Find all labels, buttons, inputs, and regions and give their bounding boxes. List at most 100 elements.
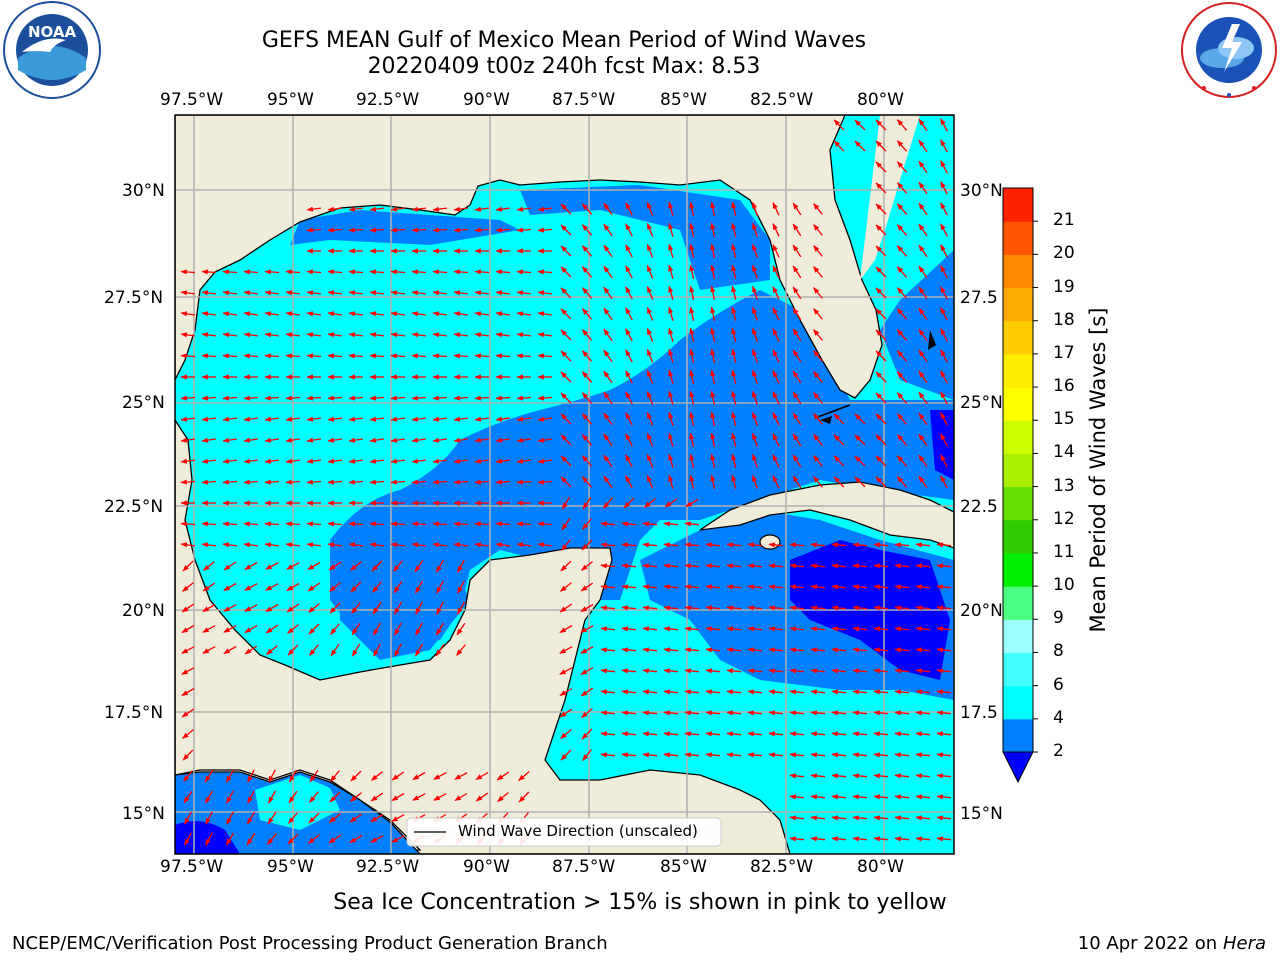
wave-direction-arrow — [894, 605, 910, 611]
wave-direction-arrow — [789, 710, 805, 716]
wave-direction-arrow — [918, 265, 928, 279]
wave-direction-arrow — [432, 458, 447, 464]
wave-direction-arrow — [852, 689, 868, 695]
wave-direction-arrow — [689, 411, 695, 426]
wave-direction-arrow — [731, 243, 737, 258]
wave-direction-arrow — [390, 290, 405, 296]
wave-direction-arrow — [792, 433, 802, 447]
wave-direction-arrow — [226, 811, 234, 825]
wave-direction-arrow — [772, 349, 780, 363]
wave-direction-arrow — [875, 203, 887, 215]
wave-direction-arrow — [940, 181, 948, 195]
wave-direction-arrow — [306, 416, 321, 422]
wave-direction-arrow — [646, 411, 654, 426]
wave-direction-arrow — [813, 350, 823, 362]
wave-direction-arrow — [831, 773, 847, 779]
wave-direction-arrow — [411, 311, 426, 317]
wave-direction-arrow — [327, 542, 342, 548]
lat-label-left-6: 17.5°N — [104, 703, 164, 723]
wave-direction-arrow — [453, 542, 468, 548]
wave-direction-arrow — [831, 689, 847, 695]
wave-direction-arrow — [896, 392, 908, 404]
timestamp-host: Hera — [1222, 933, 1266, 954]
wave-direction-arrow — [873, 836, 889, 842]
wave-direction-arrow — [327, 479, 343, 485]
wave-direction-arrow — [752, 411, 758, 426]
wave-direction-arrow — [810, 542, 826, 548]
wave-direction-arrow — [306, 521, 322, 527]
wave-direction-arrow — [600, 647, 616, 653]
wave-direction-arrow — [642, 731, 658, 737]
wave-direction-arrow — [875, 266, 887, 278]
wave-direction-arrow — [726, 626, 742, 632]
wave-direction-arrow — [813, 245, 823, 257]
wave-direction-arrow — [896, 182, 908, 194]
wave-direction-arrow — [474, 395, 490, 401]
nws-logo — [1178, 0, 1280, 100]
wave-direction-arrow — [940, 118, 948, 132]
wave-direction-arrow — [646, 201, 654, 216]
wave-direction-arrow — [243, 458, 258, 464]
wave-direction-arrow — [854, 140, 866, 152]
wave-direction-arrow — [394, 622, 402, 636]
wave-direction-arrow — [348, 206, 363, 212]
wave-direction-arrow — [246, 811, 256, 825]
wave-direction-arrow — [560, 729, 572, 739]
wave-direction-arrow — [621, 626, 637, 632]
wave-direction-arrow — [204, 769, 214, 783]
wave-direction-arrow — [306, 227, 322, 233]
wave-direction-arrow — [603, 412, 613, 426]
wave-direction-arrow — [537, 521, 553, 527]
wave-direction-arrow — [495, 479, 511, 485]
wave-direction-arrow — [668, 453, 674, 468]
wave-direction-arrow — [372, 601, 382, 615]
wave-direction-arrow — [831, 836, 847, 842]
wave-direction-arrow — [915, 542, 931, 548]
wave-direction-arrow — [689, 306, 695, 321]
wave-direction-arrow — [453, 479, 469, 485]
wave-direction-arrow — [182, 749, 194, 761]
colorbar-tick-label: 9 — [1053, 608, 1064, 629]
wave-direction-arrow — [663, 605, 679, 611]
wave-direction-arrow — [600, 731, 616, 737]
wave-direction-arrow — [747, 731, 763, 737]
wave-direction-arrow — [646, 390, 654, 405]
wave-direction-arrow — [831, 626, 847, 632]
wave-direction-arrow — [453, 311, 468, 317]
wave-direction-arrow — [182, 729, 194, 739]
wave-direction-arrow — [390, 542, 405, 548]
wave-direction-arrow — [896, 350, 908, 362]
wave-direction-arrow — [180, 311, 195, 317]
wave-direction-arrow — [768, 584, 784, 590]
wave-direction-arrow — [268, 769, 276, 783]
wave-direction-arrow — [726, 668, 742, 674]
lon-label-top-4: 90°W — [463, 90, 510, 110]
wave-direction-arrow — [201, 437, 216, 443]
wave-direction-arrow — [474, 206, 489, 212]
wave-direction-arrow — [516, 290, 531, 296]
wave-direction-arrow — [810, 815, 826, 821]
wave-direction-arrow — [329, 602, 341, 614]
wave-direction-arrow — [183, 811, 193, 825]
wave-direction-arrow — [789, 647, 805, 653]
wave-direction-arrow — [391, 835, 405, 843]
wave-direction-arrow — [201, 416, 216, 422]
wave-direction-arrow — [581, 224, 593, 236]
wave-direction-arrow — [896, 476, 908, 488]
wave-direction-arrow — [918, 433, 928, 447]
wave-direction-arrow — [348, 290, 363, 296]
land-cuba — [699, 481, 954, 549]
wave-direction-arrow — [668, 369, 674, 384]
wave-direction-arrow — [559, 687, 573, 697]
wave-direction-arrow — [813, 329, 823, 341]
wave-direction-arrow — [772, 412, 780, 426]
wave-direction-arrow — [411, 290, 426, 296]
wave-direction-arrow — [369, 290, 384, 296]
wave-direction-arrow — [789, 794, 805, 800]
wave-direction-arrow — [267, 790, 277, 804]
wave-direction-arrow — [537, 395, 553, 401]
wave-direction-arrow — [915, 794, 931, 800]
colorbar-segment — [1003, 486, 1033, 521]
wave-direction-arrow — [201, 395, 217, 401]
wave-direction-arrow — [940, 391, 948, 405]
